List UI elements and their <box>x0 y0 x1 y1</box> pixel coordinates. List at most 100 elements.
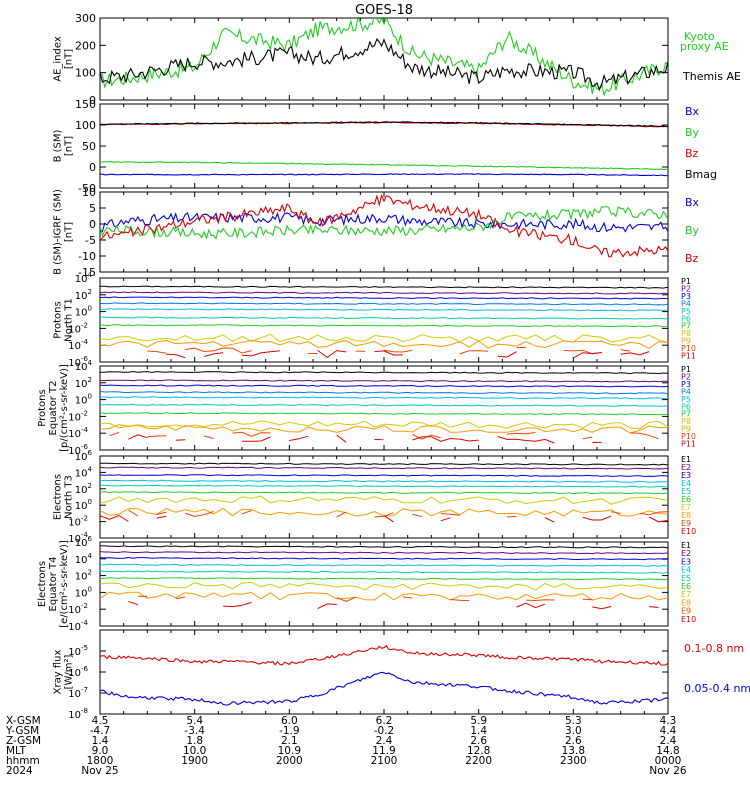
end-date: Nov 26 <box>649 765 687 777</box>
y-tick-label: -15 <box>78 266 96 279</box>
channel-line-e9 <box>450 599 470 602</box>
legend-p11: P11 <box>681 440 696 449</box>
channel-line-e9 <box>639 511 668 516</box>
y-axis-label: [W/m²] <box>64 654 75 689</box>
y-axis-label: Electrons <box>37 561 48 607</box>
ephemeris-value: 1800 <box>87 755 114 767</box>
channel-line-p2 <box>100 291 668 295</box>
channel-line-p11 <box>374 350 403 356</box>
panel-frame <box>99 541 669 627</box>
channel-line-p10 <box>147 350 167 354</box>
channel-line-e7 <box>100 581 668 591</box>
ephemeris-label-hhmm: hhmm <box>6 755 40 767</box>
channel-line-e8 <box>100 591 668 601</box>
y-tick-label: 0 <box>89 161 96 174</box>
ephemeris-value: 2100 <box>371 755 398 767</box>
ephemeris-label-y-gsm: Y-GSM <box>5 725 39 737</box>
panel-frame <box>99 17 669 101</box>
legend-e5: E5 <box>681 487 691 496</box>
legend-e6: E6 <box>681 495 691 504</box>
ephemeris-value: -0.2 <box>374 725 395 737</box>
data-layer <box>100 193 668 258</box>
channel-line-p11 <box>128 434 148 440</box>
channel-line-e9 <box>507 515 517 518</box>
ephemeris-value: 14.8 <box>656 745 679 757</box>
channel-line-e9 <box>156 511 167 515</box>
legend-by: By <box>685 126 700 139</box>
y-tick-label: 10 <box>82 186 96 199</box>
legend-p2: P2 <box>681 284 691 293</box>
y-axis-label: Protons <box>53 301 64 338</box>
legend-p5: P5 <box>681 395 691 404</box>
series-line-themis-ae <box>100 38 668 92</box>
y-tick-label: 10-2 <box>68 602 88 616</box>
channel-line-p11 <box>166 353 186 359</box>
channel-line-e9 <box>175 596 186 600</box>
y-tick-label: 10-2 <box>68 409 88 423</box>
channel-line-e9 <box>525 599 555 602</box>
channel-line-p7 <box>100 412 668 416</box>
y-tick-label: 200 <box>75 39 96 52</box>
ephemeris-label-mlt: MLT <box>6 745 26 757</box>
y-tick-label: 106 <box>75 449 93 463</box>
y-tick-label: 150 <box>75 98 96 111</box>
panel-bigrf: -15 -10 -5 0 5 10 B (SM)-IGRF (SM) [nT] Bx By Bz <box>53 186 700 279</box>
series-line-0-1-0-8-nm <box>100 644 668 666</box>
y-axis-label: [nT] <box>64 222 75 242</box>
channel-line-p6 <box>100 316 668 320</box>
legend-e6: E6 <box>681 582 691 591</box>
channel-line-p11 <box>573 352 602 359</box>
ephemeris-value: 5.4 <box>186 715 203 727</box>
legend-p6: P6 <box>681 402 691 411</box>
channel-line-e10 <box>544 517 555 523</box>
legend-p5: P5 <box>681 307 691 316</box>
panel-frame <box>99 191 669 273</box>
channel-line-e5 <box>100 484 668 488</box>
ephemeris-value: 2.6 <box>470 735 487 747</box>
channel-line-e4 <box>100 563 668 567</box>
channel-line-e9 <box>336 511 347 518</box>
year-label: 2024 <box>6 765 33 777</box>
legend-e9: E9 <box>681 607 691 616</box>
channel-line-e1 <box>100 545 668 549</box>
channel-line-p11 <box>620 351 650 356</box>
channel-line-e10 <box>648 516 668 523</box>
ephemeris-value: 12.8 <box>467 745 490 757</box>
channel-line-e10 <box>317 603 337 610</box>
legend-bz: Bz <box>685 252 699 265</box>
legend-e7: E7 <box>681 503 691 512</box>
ephemeris-value: 2.6 <box>565 735 582 747</box>
channel-line-p4 <box>100 302 668 306</box>
channel-line-e9 <box>241 510 252 515</box>
ephemeris-value: 2000 <box>276 755 303 767</box>
ephemeris-value: 6.0 <box>281 715 298 727</box>
channel-line-e8 <box>100 507 668 517</box>
start-date: Nov 25 <box>81 765 118 777</box>
channel-line-e3 <box>100 474 668 477</box>
channel-line-e9 <box>611 511 621 514</box>
channel-line-e9 <box>336 596 356 602</box>
channel-line-e1 <box>100 462 668 466</box>
ephemeris-value: 4.3 <box>660 715 677 727</box>
channel-line-p11 <box>497 436 555 444</box>
y-tick-label: 102 <box>75 376 92 390</box>
legend-bx: Bx <box>685 196 700 209</box>
ephemeris-value: 4.4 <box>660 725 677 737</box>
channel-line-p8 <box>100 420 668 430</box>
ephemeris-value: 2.1 <box>281 735 298 747</box>
legend-p3: P3 <box>681 292 691 301</box>
legend-kyoto: Kyoto <box>684 30 715 43</box>
channel-line-e9 <box>128 509 139 517</box>
ephemeris-value: 10.9 <box>278 745 301 757</box>
legend-bx: Bx <box>685 105 700 118</box>
channel-line-p11 <box>317 349 347 359</box>
channel-line-e9 <box>440 513 460 516</box>
ephemeris-value: 2300 <box>560 755 587 767</box>
legend-p8: P8 <box>681 417 691 426</box>
channel-line-p4 <box>100 391 668 395</box>
legend-e4: E4 <box>681 479 691 488</box>
ephemeris-value: -1.9 <box>279 725 300 737</box>
channel-line-e10 <box>592 606 612 610</box>
legend-e2: E2 <box>681 463 691 472</box>
channel-line-e5 <box>100 570 668 574</box>
